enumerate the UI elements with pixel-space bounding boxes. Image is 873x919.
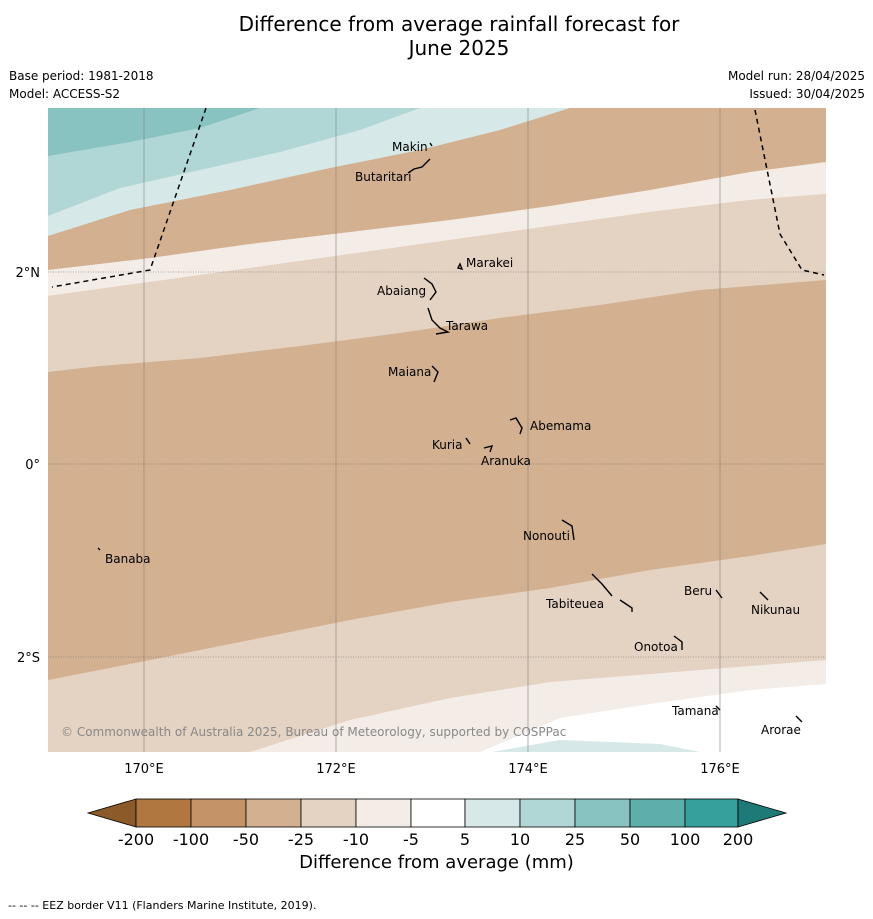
place-label: Tamana xyxy=(671,704,719,718)
band-plus-5-south xyxy=(480,684,826,752)
place-label: Aranuka xyxy=(481,454,531,468)
title-line-2: June 2025 xyxy=(408,36,510,60)
copyright-text: © Commonwealth of Australia 2025, Bureau… xyxy=(61,725,566,739)
place-label: Banaba xyxy=(105,552,151,566)
place-label: Tabiteuea xyxy=(545,597,604,611)
island-kuria xyxy=(465,437,471,445)
legend-swatch xyxy=(519,798,576,828)
legend-swatch xyxy=(464,798,521,828)
longitude-labels: 170°E 172°E 174°E 176°E xyxy=(124,762,740,777)
place-label: Nonouti xyxy=(523,529,570,543)
lat-label: 2°N xyxy=(16,266,41,281)
legend-swatch xyxy=(190,798,247,828)
legend-tick: -5 xyxy=(403,830,419,849)
meta-left: Base period: 1981-2018 Model: ACCESS-S2 xyxy=(9,67,154,103)
legend-arrow-right xyxy=(737,798,788,828)
legend-tick: -200 xyxy=(118,830,154,849)
lat-label: 0° xyxy=(25,458,40,473)
place-label: Nikunau xyxy=(751,603,800,617)
legend-swatch xyxy=(300,798,357,828)
island-makin xyxy=(429,142,433,147)
meta-right: Model run: 28/04/2025 Issued: 30/04/2025 xyxy=(728,67,865,103)
legend-tick: 50 xyxy=(620,830,640,849)
island-maiana xyxy=(431,365,439,383)
island-nonouti xyxy=(561,519,575,541)
legend-swatch xyxy=(355,798,412,828)
legend-swatch xyxy=(574,798,631,828)
legend-tick: 200 xyxy=(723,830,754,849)
issued-text: Issued: 30/04/2025 xyxy=(749,87,865,101)
legend-swatch xyxy=(245,798,302,828)
island-tabiteuea xyxy=(591,573,633,612)
island-banaba xyxy=(97,547,101,551)
place-label: Onotoa xyxy=(634,640,678,654)
model-text: Model: ACCESS-S2 xyxy=(9,87,121,101)
legend-colorbar xyxy=(86,798,788,828)
legend-tick: 100 xyxy=(670,830,701,849)
lon-label: 172°E xyxy=(316,762,356,777)
map-title: Difference from average rainfall forecas… xyxy=(0,12,873,60)
place-label: Arorae xyxy=(761,723,801,737)
eez-border-west xyxy=(51,108,207,288)
place-label: Tarawa xyxy=(445,319,488,333)
lon-label: 176°E xyxy=(700,762,740,777)
parallels xyxy=(48,271,826,658)
map-area: Makin Butaritari Marakei Abaiang Tarawa … xyxy=(48,108,826,752)
legend-swatch xyxy=(684,798,739,828)
title-line-1: Difference from average rainfall forecas… xyxy=(238,12,680,36)
legend-swatch xyxy=(410,798,466,828)
legend-swatch xyxy=(135,798,192,828)
base-period-text: Base period: 1981-2018 xyxy=(9,69,154,83)
island-abaiang xyxy=(423,277,437,301)
island-onotoa xyxy=(673,635,683,650)
island-abemama xyxy=(509,417,523,435)
island-marakei xyxy=(456,262,464,271)
model-run-text: Model run: 28/04/2025 xyxy=(727,69,865,83)
place-label: Maiana xyxy=(388,365,431,379)
legend-swatch xyxy=(629,798,686,828)
legend-ticks: -200 -100 -50 -25 -10 -5 5 10 25 50 100 … xyxy=(118,830,753,849)
island-butaritari xyxy=(407,158,431,174)
legend-tick: 10 xyxy=(510,830,530,849)
band-plus-25-north xyxy=(48,108,260,156)
band-plus-5-south-blue xyxy=(492,740,700,752)
meridians xyxy=(143,108,721,752)
place-label: Butaritari xyxy=(355,170,412,184)
legend-title: Difference from average (mm) xyxy=(299,852,574,873)
band-minus-10-north xyxy=(48,162,826,296)
eez-border-east xyxy=(754,109,825,276)
place-labels: Makin Butaritari Marakei Abaiang Tarawa … xyxy=(105,140,801,737)
island-nikunau xyxy=(759,591,769,601)
lon-label: 170°E xyxy=(124,762,164,777)
island-outlines xyxy=(97,142,803,723)
band-minus-25-north xyxy=(48,194,826,372)
legend-tick: 25 xyxy=(565,830,585,849)
legend-arrow-left xyxy=(86,798,137,828)
legend-tick: -25 xyxy=(288,830,314,849)
island-beru xyxy=(715,589,723,599)
place-label: Beru xyxy=(684,584,712,598)
latitude-labels: 2°N 0° 2°S xyxy=(16,266,41,666)
legend-tick: -100 xyxy=(173,830,209,849)
lon-label: 174°E xyxy=(508,762,548,777)
place-label: Kuria xyxy=(432,438,463,452)
lat-label: 2°S xyxy=(17,651,40,666)
island-tamana xyxy=(715,705,721,711)
legend-tick: 5 xyxy=(460,830,470,849)
place-label: Abemama xyxy=(530,419,591,433)
island-tarawa xyxy=(427,307,451,335)
eez-footnote: -- -- -- EEZ border V11 (Flanders Marine… xyxy=(8,899,317,912)
legend-tick: -50 xyxy=(233,830,259,849)
place-label: Abaiang xyxy=(377,284,426,298)
place-label: Marakei xyxy=(466,256,513,270)
legend-tick: -10 xyxy=(343,830,369,849)
island-aranuka xyxy=(483,445,494,453)
island-arorae xyxy=(795,715,803,723)
place-label: Makin xyxy=(392,140,428,154)
